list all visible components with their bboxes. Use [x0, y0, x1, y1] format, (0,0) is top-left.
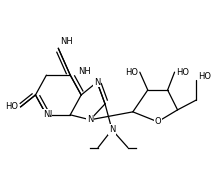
Text: HO: HO	[177, 68, 190, 77]
Text: O: O	[154, 117, 161, 126]
Text: N: N	[109, 125, 115, 134]
Text: N: N	[43, 110, 49, 119]
Text: N: N	[94, 78, 100, 87]
Text: NH: NH	[78, 67, 91, 76]
Text: HO: HO	[6, 102, 19, 111]
Text: HO: HO	[125, 68, 138, 77]
Text: HO: HO	[198, 72, 211, 81]
Text: N: N	[45, 110, 52, 119]
Text: N: N	[87, 115, 93, 124]
Text: NH: NH	[60, 37, 73, 46]
